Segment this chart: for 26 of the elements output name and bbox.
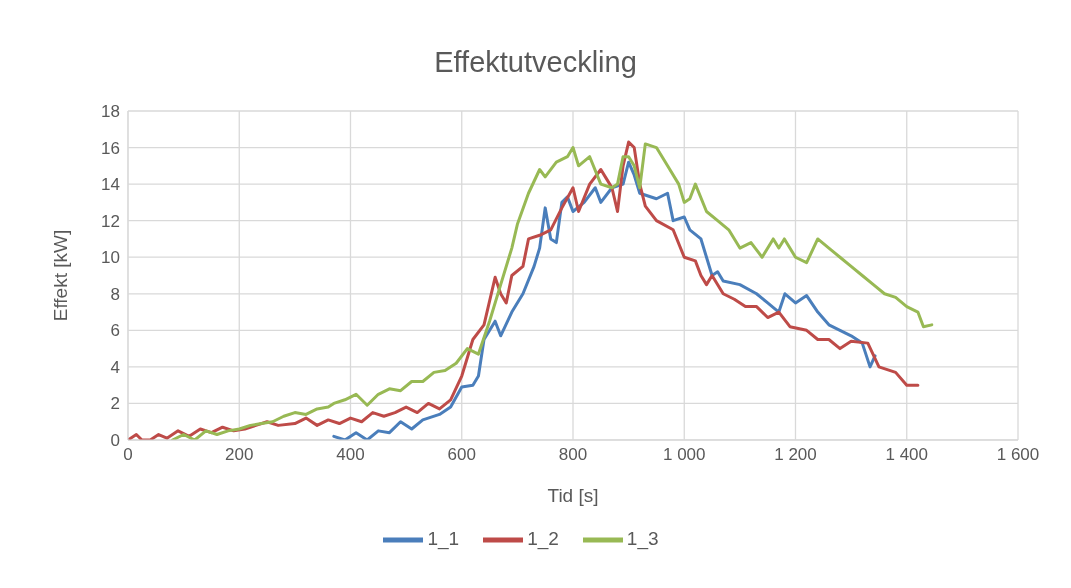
x-tick-label: 1 000 (662, 445, 706, 465)
y-tick-label: 6 (110, 321, 120, 341)
y-tick-label: 14 (101, 175, 120, 195)
y-tick-label: 12 (101, 211, 120, 231)
y-axis-title: Effekt [kW] (49, 229, 71, 322)
legend-label: 1_3 (626, 528, 659, 550)
y-tick-label: 8 (110, 284, 120, 304)
legend-label: 1_2 (527, 528, 559, 550)
legend-label: 1_1 (427, 528, 460, 550)
y-tick-label: 16 (101, 138, 120, 158)
line-series (332, 160, 877, 440)
chart-title: Effektutveckling (433, 46, 638, 79)
x-tick-label: 800 (558, 445, 588, 465)
x-tick-label: 1 200 (774, 445, 817, 465)
x-tick-label: 1 600 (996, 445, 1040, 465)
y-tick-label: 10 (101, 248, 120, 268)
y-tick-label: 4 (110, 357, 120, 377)
x-tick-label: 1 400 (885, 445, 929, 465)
x-axis-title: Tid [s] (547, 485, 599, 506)
y-tick-label: 18 (101, 102, 120, 122)
x-tick-label: 200 (225, 445, 254, 465)
y-tick-label: 2 (110, 394, 120, 414)
x-tick-label: 0 (123, 445, 133, 465)
x-tick-label: 400 (336, 445, 365, 465)
y-tick-label: 0 (110, 431, 120, 451)
x-tick-label: 600 (447, 445, 476, 465)
